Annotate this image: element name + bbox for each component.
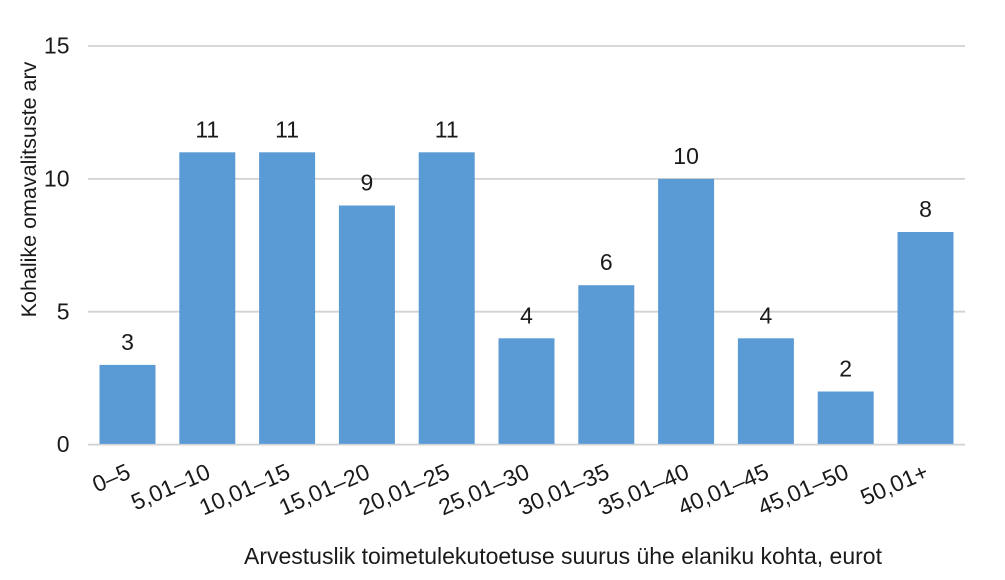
svg-text:11: 11 [275,116,299,142]
svg-text:10: 10 [673,143,699,169]
svg-text:0: 0 [57,431,70,457]
svg-text:8: 8 [919,196,932,222]
svg-text:11: 11 [195,116,219,142]
svg-text:4: 4 [760,302,773,328]
svg-text:6: 6 [600,249,613,275]
svg-text:3: 3 [121,329,134,355]
svg-text:Kohalike omavalitsuste arv: Kohalike omavalitsuste arv [17,61,41,317]
svg-text:15: 15 [44,33,70,59]
svg-text:2: 2 [839,356,852,382]
svg-text:5: 5 [57,298,70,324]
svg-text:4: 4 [520,302,533,328]
svg-text:11: 11 [435,116,459,142]
svg-text:10: 10 [44,165,70,191]
svg-text:Arvestuslik toimetulekutoetuse: Arvestuslik toimetulekutoetuse suurus üh… [244,543,883,569]
svg-text:9: 9 [361,170,374,196]
